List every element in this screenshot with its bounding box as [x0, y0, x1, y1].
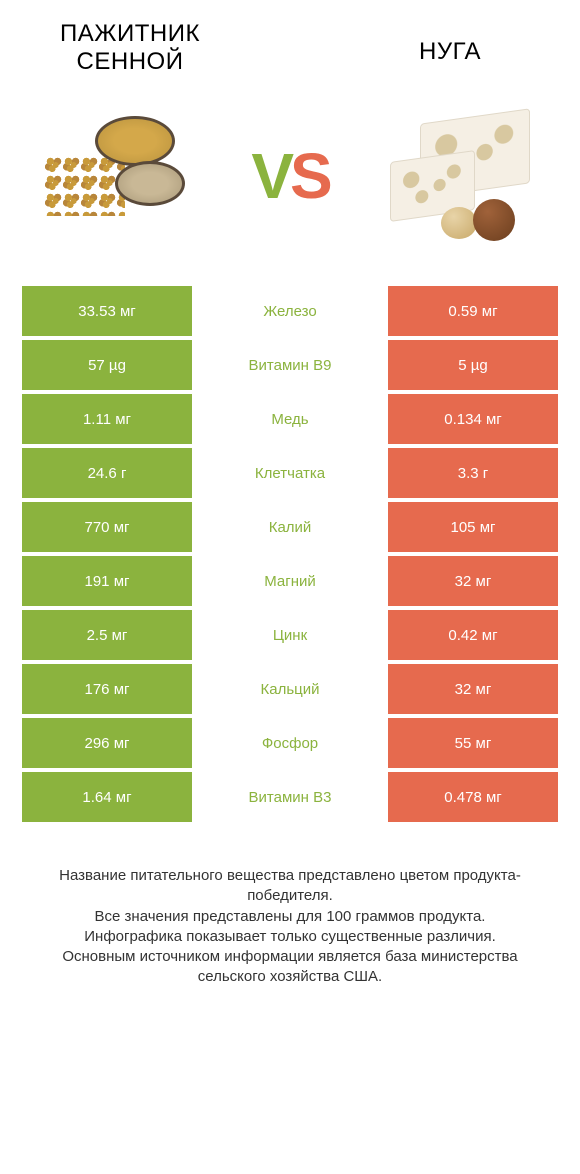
left-product-title: ПАЖИТНИК СЕННОЙ — [30, 20, 230, 76]
right-value: 0.134 мг — [388, 394, 558, 444]
nutrient-name: Витамин B3 — [192, 772, 388, 822]
nutrient-name: Железо — [192, 286, 388, 336]
nutrient-name: Цинк — [192, 610, 388, 660]
table-row: 191 мгМагний32 мг — [22, 556, 558, 606]
nutrient-name: Магний — [192, 556, 388, 606]
table-row: 2.5 мгЦинк0.42 мг — [22, 610, 558, 660]
right-value: 0.59 мг — [388, 286, 558, 336]
vs-s: S — [290, 140, 329, 212]
right-value: 0.478 мг — [388, 772, 558, 822]
table-row: 770 мгКалий105 мг — [22, 502, 558, 552]
table-row: 1.64 мгВитамин B30.478 мг — [22, 772, 558, 822]
nutrient-name: Витамин B9 — [192, 340, 388, 390]
vs-v: V — [251, 140, 290, 212]
vs-label: VS — [251, 139, 328, 213]
table-row: 57 µgВитамин B95 µg — [22, 340, 558, 390]
nutrient-name: Медь — [192, 394, 388, 444]
footer-notes: Название питательного вещества представл… — [0, 826, 580, 1008]
right-value: 0.42 мг — [388, 610, 558, 660]
table-row: 296 мгФосфор55 мг — [22, 718, 558, 768]
comparison-table: 33.53 мгЖелезо0.59 мг57 µgВитамин B95 µg… — [0, 286, 580, 822]
nutrient-name: Калий — [192, 502, 388, 552]
footer-line: Основным источником информации является … — [30, 947, 550, 988]
footer-line: Все значения представлены для 100 граммо… — [30, 907, 550, 927]
left-value: 770 мг — [22, 502, 192, 552]
left-value: 33.53 мг — [22, 286, 192, 336]
left-value: 191 мг — [22, 556, 192, 606]
footer-line: Название питательного вещества представл… — [30, 866, 550, 907]
nutrient-name: Клетчатка — [192, 448, 388, 498]
left-value: 1.11 мг — [22, 394, 192, 444]
fenugreek-icon — [40, 106, 200, 246]
right-value: 105 мг — [388, 502, 558, 552]
header: ПАЖИТНИК СЕННОЙ НУГА — [0, 0, 580, 86]
footer-line: Инфографика показывает только существенн… — [30, 927, 550, 947]
right-value: 5 µg — [388, 340, 558, 390]
left-value: 296 мг — [22, 718, 192, 768]
left-value: 57 µg — [22, 340, 192, 390]
left-value: 2.5 мг — [22, 610, 192, 660]
images-row: VS — [0, 86, 580, 286]
right-value: 3.3 г — [388, 448, 558, 498]
table-row: 1.11 мгМедь0.134 мг — [22, 394, 558, 444]
nougat-icon — [375, 101, 545, 251]
table-row: 24.6 гКлетчатка3.3 г — [22, 448, 558, 498]
left-value: 1.64 мг — [22, 772, 192, 822]
right-value: 32 мг — [388, 556, 558, 606]
nutrient-name: Фосфор — [192, 718, 388, 768]
nutrient-name: Кальций — [192, 664, 388, 714]
left-value: 24.6 г — [22, 448, 192, 498]
left-value: 176 мг — [22, 664, 192, 714]
table-row: 176 мгКальций32 мг — [22, 664, 558, 714]
right-product-image — [370, 96, 550, 256]
right-value: 55 мг — [388, 718, 558, 768]
right-product-title: НУГА — [350, 20, 550, 66]
left-product-image — [30, 96, 210, 256]
table-row: 33.53 мгЖелезо0.59 мг — [22, 286, 558, 336]
right-value: 32 мг — [388, 664, 558, 714]
